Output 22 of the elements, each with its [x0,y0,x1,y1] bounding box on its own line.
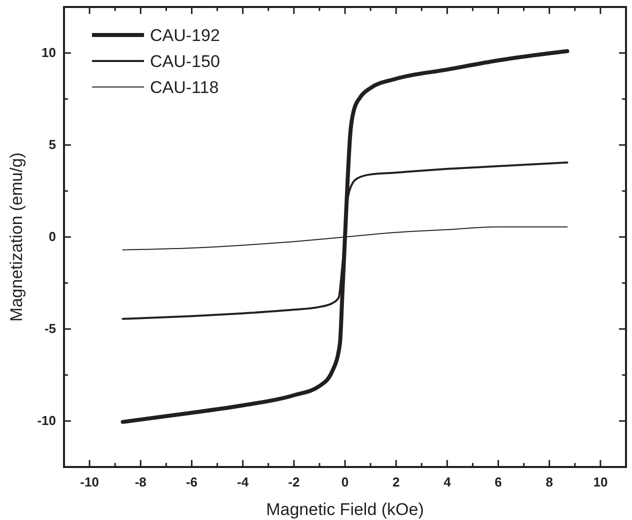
line-series [120,49,570,424]
y-tick-label: 0 [48,229,56,244]
x-tick-label: 6 [494,474,502,490]
y-tick-label: -5 [44,321,56,336]
x-tick-label: 4 [444,474,452,490]
x-tick-label: -8 [134,474,146,490]
legend-label: CAU-192 [150,26,220,45]
legend-label: CAU-118 [150,78,219,97]
x-tick-label: 10 [593,474,608,490]
x-axis-title: Magnetic Field (kOe) [266,500,424,519]
x-tick-label: 2 [392,474,400,490]
y-axis-title: Magnetization (emu/g) [7,152,26,322]
x-tick-label: -4 [237,474,250,490]
x-tick-label: 0 [341,474,349,490]
x-tick-label: -10 [80,474,99,490]
x-tick-label: -2 [288,474,300,490]
y-tick-label: 5 [48,137,56,152]
x-tick-label: -6 [186,474,198,490]
legend-label: CAU-150 [150,52,220,71]
x-tick-label: 8 [546,474,553,490]
y-tick-label: 10 [42,45,56,60]
y-tick-label: -10 [37,413,56,428]
